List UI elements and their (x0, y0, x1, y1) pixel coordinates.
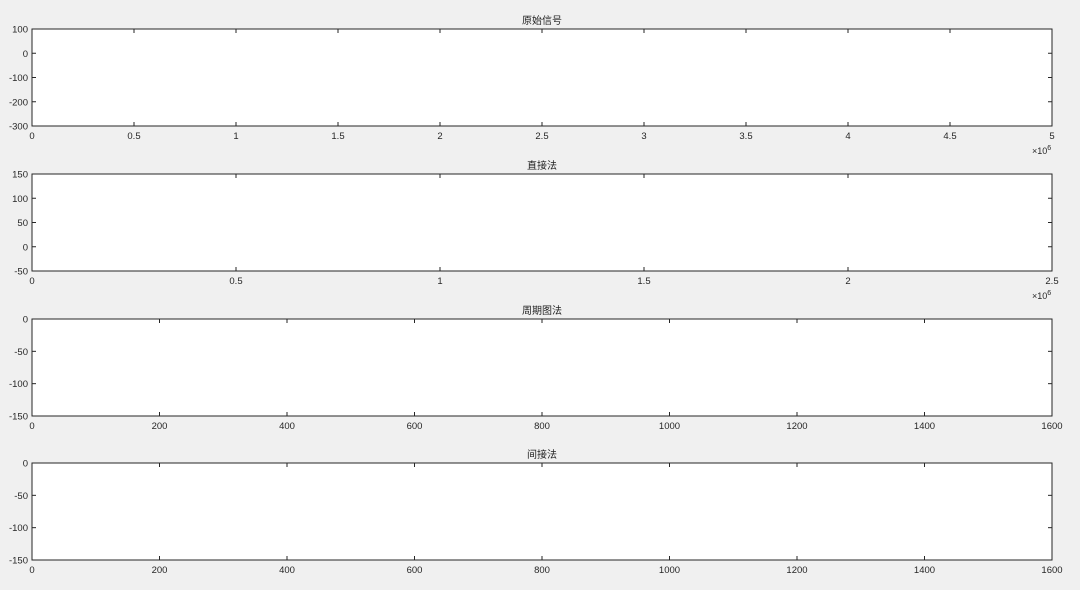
y-tick-label: 100 (12, 194, 28, 205)
x-tick-label: 2.5 (1045, 276, 1058, 287)
x-tick-label: 600 (407, 421, 423, 432)
y-tick-label: -100 (9, 73, 28, 84)
axes-box (31, 462, 1053, 561)
y-tick-label: 0 (23, 242, 28, 253)
x-tick-label: 4 (845, 131, 850, 142)
x-tick-label: 1 (233, 131, 238, 142)
x-tick-label: 0 (29, 131, 34, 142)
x-tick-label: 1200 (786, 565, 807, 576)
x-tick-label: 5 (1049, 131, 1054, 142)
x-tick-label: 800 (534, 421, 550, 432)
subplot-title: 原始信号 (522, 14, 562, 27)
x-tick-label: 3.5 (739, 131, 752, 142)
x-tick-label: 0 (29, 276, 34, 287)
x-tick-label: 400 (279, 565, 295, 576)
y-tick-label: -50 (14, 491, 28, 502)
axes-box (31, 28, 1053, 127)
x-tick-label: 2 (437, 131, 442, 142)
y-tick-label: -100 (9, 523, 28, 534)
x-tick-label: 1600 (1041, 421, 1062, 432)
x-tick-label: 1400 (914, 421, 935, 432)
x-tick-label: 400 (279, 421, 295, 432)
axes-box (31, 318, 1053, 417)
x-tick-label: 600 (407, 565, 423, 576)
x-tick-label: 0.5 (229, 276, 242, 287)
x-tick-label: 1200 (786, 421, 807, 432)
x-tick-label: 1.5 (331, 131, 344, 142)
y-tick-label: -300 (9, 122, 28, 133)
y-tick-label: 50 (17, 218, 28, 229)
subplot-3: 0 200 400 600 800 1000 1200 1400 1600 -150 -100 -50… (9, 304, 1063, 432)
x-tick-label: 2.5 (535, 131, 548, 142)
subplot-title: 周期图法 (522, 304, 562, 317)
x-exponent-label: ×106 (1032, 145, 1051, 156)
x-tick-label: 200 (152, 421, 168, 432)
x-tick-label: 1400 (914, 565, 935, 576)
axes-box (31, 173, 1053, 272)
y-tick-label: -150 (9, 412, 28, 423)
subplot-1: 0 0.5 1 1.5 2 2.5 3 3.5 4 4.5 5 -300 -200 -100 0 100 ×10… (9, 14, 1055, 156)
y-tick-label: 0 (23, 459, 28, 470)
y-tick-label: -50 (14, 347, 28, 358)
x-tick-label: 1.5 (637, 276, 650, 287)
x-tick-label: 1 (437, 276, 442, 287)
x-exponent-label: ×106 (1032, 290, 1051, 301)
x-tick-label: 1000 (659, 565, 680, 576)
subplot-title: 间接法 (527, 448, 557, 461)
y-tick-label: 150 (12, 170, 28, 181)
x-tick-label: 1600 (1041, 565, 1062, 576)
y-tick-label: -50 (14, 267, 28, 278)
x-tick-label: 0 (29, 565, 34, 576)
x-tick-label: 2 (845, 276, 850, 287)
y-tick-label: -150 (9, 556, 28, 567)
x-tick-label: 3 (641, 131, 646, 142)
x-tick-label: 0.5 (127, 131, 140, 142)
subplot-4: 0 200 400 600 800 1000 1200 1400 1600 -150 -100 -50… (9, 448, 1063, 576)
x-tick-label: 800 (534, 565, 550, 576)
y-tick-label: -100 (9, 379, 28, 390)
x-tick-label: 4.5 (943, 131, 956, 142)
y-tick-label: -200 (9, 97, 28, 108)
subplot-title: 直接法 (527, 159, 557, 172)
x-tick-label: 200 (152, 565, 168, 576)
y-tick-label: 100 (12, 25, 28, 36)
x-tick-label: 1000 (659, 421, 680, 432)
y-tick-label: 0 (23, 49, 28, 60)
x-tick-label: 0 (29, 421, 34, 432)
y-tick-label: 0 (23, 315, 28, 326)
